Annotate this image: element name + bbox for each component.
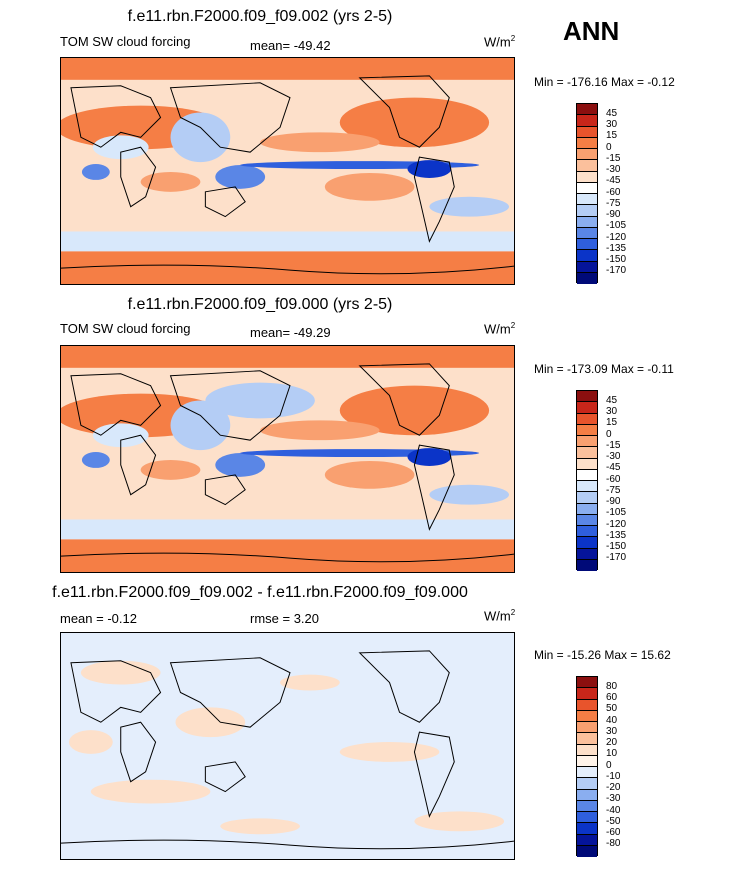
cbar-label: -45 (606, 175, 621, 186)
cbar-label: 40 (606, 715, 618, 726)
panel1-mean-label: mean= -49.42 (250, 38, 331, 53)
cbar-label: -20 (606, 782, 621, 793)
cbar-label: -90 (606, 209, 621, 220)
cbar-label: -40 (606, 805, 621, 816)
cbar-label: 20 (606, 737, 618, 748)
cbar-label: -170 (606, 265, 627, 276)
panel3-minmax: Min = -15.26 Max = 15.62 (534, 648, 671, 662)
cbar-label: -90 (606, 496, 621, 507)
cbar-label: -15 (606, 153, 621, 164)
panel1-title: f.e11.rbn.F2000.f09_f09.002 (yrs 2-5) (127, 8, 393, 25)
cbar-label: 45 (606, 108, 618, 119)
cbar-label: 15 (606, 130, 618, 141)
cbar-label: 30 (606, 726, 618, 737)
season-label: ANN (563, 16, 620, 46)
cbar-label: -50 (606, 816, 621, 827)
cbar-label: -30 (606, 451, 621, 462)
cbar-label: 0 (606, 142, 612, 153)
cbar-label: 10 (606, 748, 618, 759)
cbar-label: -135 (606, 530, 627, 541)
cbar-label: -150 (606, 254, 627, 265)
panel3-units: W/m2 (484, 608, 516, 624)
cbar-label: -60 (606, 474, 621, 485)
panel3-mean-label: mean = -0.12 (60, 611, 137, 626)
panel2-map (60, 345, 515, 573)
cbar-label: -105 (606, 220, 627, 231)
cbar-label: 0 (606, 760, 612, 771)
cbar-label: -60 (606, 187, 621, 198)
cbar-label: 45 (606, 395, 618, 406)
panel2-minmax: Min = -173.09 Max = -0.11 (534, 362, 674, 376)
cbar-label: -170 (606, 552, 627, 563)
cbar-label: -120 (606, 232, 627, 243)
panel1-minmax: Min = -176.16 Max = -0.12 (534, 75, 675, 89)
cbar-label: -105 (606, 507, 627, 518)
panel2-left-label: TOM SW cloud forcing (60, 321, 191, 336)
cbar-label: -30 (606, 793, 621, 804)
cbar-label: -10 (606, 771, 621, 782)
panel3-rmse-label: rmse = 3.20 (250, 611, 320, 626)
cbar-label: 30 (606, 119, 618, 130)
cbar-label: 50 (606, 703, 618, 714)
cbar-label: 30 (606, 406, 618, 417)
cbar-label: -45 (606, 462, 621, 473)
panel1-colorbar (576, 103, 598, 284)
cbar-label: 15 (606, 417, 618, 428)
cbar-label: -75 (606, 198, 621, 209)
panel1-map (60, 57, 515, 285)
cbar-label: -150 (606, 541, 627, 552)
cbar-label: 60 (606, 692, 618, 703)
panel3-map (60, 632, 515, 860)
cbar-label: 80 (606, 681, 618, 692)
cbar-label: 0 (606, 429, 612, 440)
cbar-label: -75 (606, 485, 621, 496)
panel2-title: f.e11.rbn.F2000.f09_f09.000 (yrs 2-5) (127, 296, 393, 313)
panel1-units: W/m2 (484, 34, 516, 50)
panel3-title: f.e11.rbn.F2000.f09_f09.002 - f.e11.rbn.… (52, 584, 468, 601)
cbar-label: -120 (606, 519, 627, 530)
cbar-label: -30 (606, 164, 621, 175)
cbar-label: -60 (606, 827, 621, 838)
cbar-label: -135 (606, 243, 627, 254)
cbar-label: -80 (606, 838, 621, 849)
panel2-mean-label: mean= -49.29 (250, 325, 331, 340)
cbar-label: -15 (606, 440, 621, 451)
panel1-left-label: TOM SW cloud forcing (60, 34, 191, 49)
panel2-colorbar (576, 390, 598, 571)
panel2-units: W/m2 (484, 321, 516, 337)
panel3-colorbar (576, 676, 598, 857)
